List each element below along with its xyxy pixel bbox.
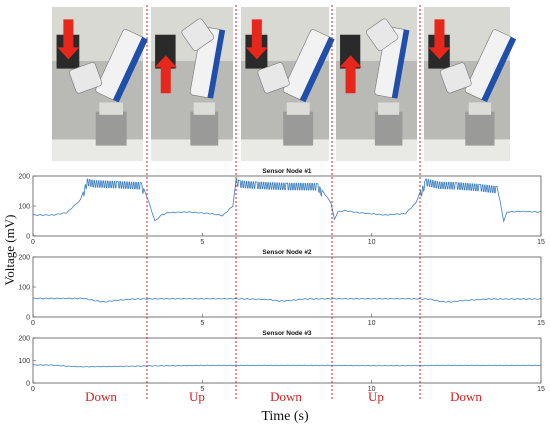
series-line — [32, 178, 542, 223]
y-tick-label: 100 — [18, 285, 30, 292]
x-tick-label: 0 — [31, 239, 35, 246]
x-tick-label: 15 — [537, 239, 545, 246]
x-axis-label: Time (s) — [261, 409, 309, 424]
x-tick-label: 5 — [200, 320, 204, 327]
x-tick-label: 5 — [200, 239, 204, 246]
y-tick-label: 0 — [26, 315, 30, 322]
plot-frame — [32, 337, 542, 384]
x-tick-label: 0 — [31, 320, 35, 327]
phase-label: Down — [450, 389, 482, 404]
sensor-panel-3: Sensor Node #3 0 100 200 0 5 10 15 — [18, 330, 545, 393]
series-line — [32, 297, 542, 303]
phase-label: Up — [368, 389, 384, 404]
panel-title: Sensor Node #3 — [262, 330, 312, 337]
x-tick-label: 10 — [368, 239, 376, 246]
down-arrow-icon — [428, 19, 451, 60]
x-tick-label: 10 — [368, 386, 376, 393]
phase-label: Up — [189, 389, 205, 404]
photo-5 — [424, 7, 517, 161]
sensor-panel-1: Sensor Node #1 0 100 200 0 5 10 15 — [18, 168, 545, 246]
x-tick-label: 10 — [368, 320, 376, 327]
x-tick-label: 0 — [31, 386, 35, 393]
down-arrow-icon — [245, 19, 268, 60]
y-tick-label: 200 — [18, 336, 30, 343]
y-tick-label: 0 — [26, 234, 30, 241]
y-tick-label: 200 — [18, 255, 30, 262]
panel-title: Sensor Node #2 — [262, 249, 312, 256]
photo-2 — [151, 7, 233, 161]
sensor-panel-2: Sensor Node #2 0 100 200 0 5 10 15 — [18, 249, 545, 327]
y-tick-label: 200 — [18, 174, 30, 181]
down-arrow-icon — [57, 19, 80, 60]
photo-1 — [52, 7, 148, 161]
panel-title: Sensor Node #1 — [262, 168, 312, 175]
photo-3 — [241, 7, 335, 161]
y-axis-label: Voltage (mV) — [2, 215, 17, 286]
x-tick-label: 5 — [200, 386, 204, 393]
phase-labels: Down Up Down Up Down — [85, 389, 482, 404]
up-arrow-icon — [339, 55, 362, 94]
phase-label: Down — [85, 389, 117, 404]
phase-label: Down — [270, 389, 302, 404]
y-tick-label: 0 — [26, 381, 30, 388]
up-arrow-icon — [154, 55, 177, 94]
x-tick-label: 15 — [537, 320, 545, 327]
x-tick-label: 15 — [537, 386, 545, 393]
y-tick-label: 100 — [18, 204, 30, 211]
robot-arm-photos — [52, 7, 517, 161]
phase-dividers — [146, 5, 421, 400]
series-line — [32, 364, 542, 368]
photo-4 — [336, 7, 417, 161]
y-tick-label: 100 — [18, 358, 30, 365]
plot-frame — [32, 256, 542, 318]
plot-frame — [32, 175, 542, 237]
